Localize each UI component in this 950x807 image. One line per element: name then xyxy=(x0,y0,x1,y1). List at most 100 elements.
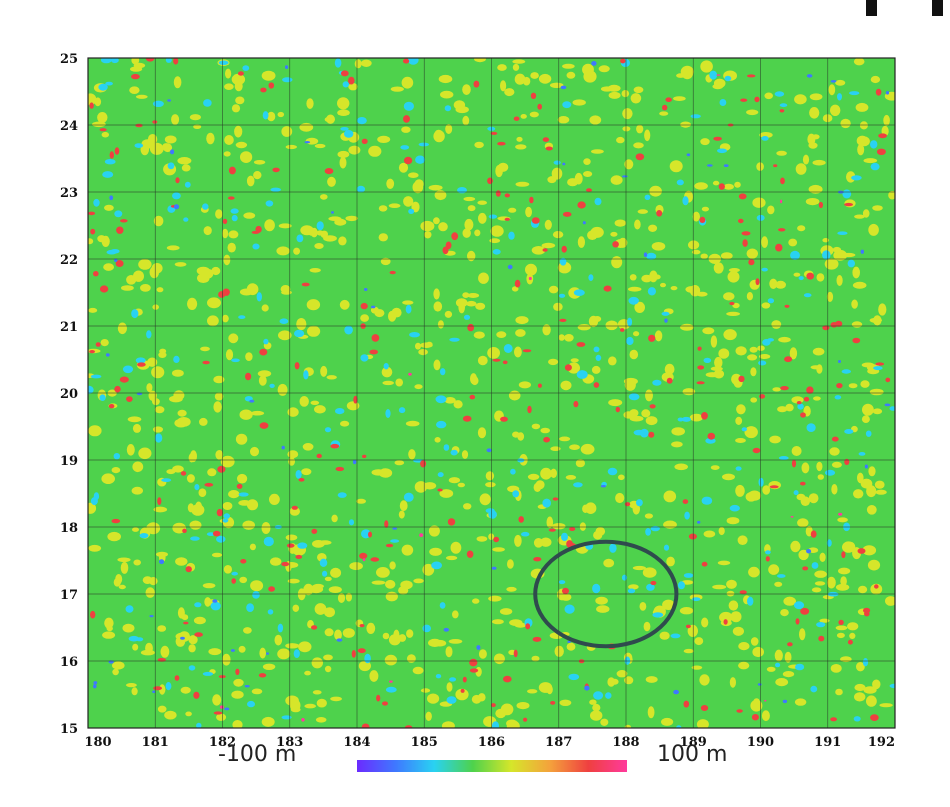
red-anomaly xyxy=(204,482,214,487)
red-anomaly xyxy=(145,58,155,62)
red-anomaly xyxy=(740,98,748,102)
blue-anomaly xyxy=(363,288,368,291)
yellow-anomaly xyxy=(398,510,405,519)
yellow-anomaly xyxy=(643,621,651,632)
cyan-anomaly xyxy=(607,467,618,476)
yellow-anomaly xyxy=(101,131,110,138)
blue-anomaly xyxy=(757,683,762,686)
cyan-anomaly xyxy=(334,58,342,68)
yellow-anomaly xyxy=(817,474,824,480)
yellow-anomaly xyxy=(267,111,276,122)
yellow-anomaly xyxy=(310,400,320,405)
yellow-anomaly xyxy=(574,172,583,185)
red-anomaly xyxy=(830,322,838,328)
yellow-anomaly xyxy=(726,517,740,525)
cyan-anomaly xyxy=(512,490,520,498)
red-anomaly xyxy=(175,177,180,184)
red-anomaly xyxy=(665,97,672,102)
red-anomaly xyxy=(513,649,518,658)
yellow-anomaly xyxy=(377,135,391,143)
yellow-anomaly xyxy=(600,718,609,726)
red-anomaly xyxy=(548,528,556,532)
yellow-anomaly xyxy=(582,504,589,513)
red-anomaly xyxy=(531,217,540,224)
yellow-anomaly xyxy=(253,160,266,165)
red-anomaly xyxy=(852,337,861,344)
blue-anomaly xyxy=(622,175,628,178)
blue-anomaly xyxy=(664,318,668,323)
red-anomaly xyxy=(624,502,631,507)
yellow-anomaly xyxy=(788,238,798,247)
red-anomaly xyxy=(99,128,107,132)
yellow-anomaly xyxy=(512,63,520,71)
yellow-anomaly xyxy=(750,397,758,403)
yellow-anomaly xyxy=(566,71,576,79)
yellow-anomaly xyxy=(330,567,342,578)
red-anomaly xyxy=(126,396,133,402)
yellow-anomaly xyxy=(641,409,651,418)
cyan-anomaly xyxy=(605,692,612,699)
cyan-anomaly xyxy=(652,379,662,386)
yellow-anomaly xyxy=(663,490,677,503)
yellow-anomaly xyxy=(278,330,292,341)
red-anomaly xyxy=(870,714,879,721)
red-anomaly xyxy=(545,146,553,151)
yellow-anomaly xyxy=(496,331,507,338)
yellow-anomaly xyxy=(527,689,538,694)
cyan-anomaly xyxy=(558,293,566,298)
yellow-anomaly xyxy=(853,489,864,499)
cyan-anomaly xyxy=(435,674,442,679)
cyan-anomaly xyxy=(568,673,580,681)
yellow-anomaly xyxy=(645,389,653,402)
cyan-anomaly xyxy=(267,609,274,615)
yellow-anomaly xyxy=(840,118,851,129)
yellow-anomaly xyxy=(213,375,225,384)
yellow-anomaly xyxy=(805,198,820,206)
red-anomaly xyxy=(385,543,394,548)
yellow-anomaly xyxy=(799,628,806,641)
cyan-anomaly xyxy=(837,231,848,235)
yellow-anomaly xyxy=(750,637,759,646)
cyan-anomaly xyxy=(837,93,842,101)
red-anomaly xyxy=(451,232,459,241)
blue-anomaly xyxy=(562,162,566,166)
yellow-anomaly xyxy=(223,254,231,266)
cyan-anomaly xyxy=(627,588,636,594)
yellow-anomaly xyxy=(149,142,164,155)
yellow-anomaly xyxy=(312,690,322,695)
yellow-anomaly xyxy=(558,334,565,341)
red-anomaly xyxy=(831,436,839,442)
pink-anomaly xyxy=(419,533,424,537)
yellow-anomaly xyxy=(464,218,474,231)
yellow-anomaly xyxy=(702,327,715,335)
y-tick-label: 21 xyxy=(60,320,78,335)
yellow-anomaly xyxy=(104,204,114,211)
yellow-anomaly xyxy=(178,631,190,642)
yellow-anomaly xyxy=(824,258,839,270)
yellow-anomaly xyxy=(508,390,521,401)
cyan-anomaly xyxy=(705,437,716,444)
red-anomaly xyxy=(376,694,381,702)
blue-anomaly xyxy=(170,149,175,155)
cyan-anomaly xyxy=(834,395,842,400)
yellow-anomaly xyxy=(713,262,724,274)
yellow-anomaly xyxy=(540,537,552,547)
yellow-anomaly xyxy=(542,324,551,336)
cyan-anomaly xyxy=(573,289,585,297)
yellow-anomaly xyxy=(514,534,522,547)
cyan-anomaly xyxy=(449,677,457,682)
red-anomaly xyxy=(272,167,280,173)
yellow-anomaly xyxy=(727,271,740,283)
red-anomaly xyxy=(114,385,121,393)
cyan-anomaly xyxy=(316,221,324,231)
yellow-anomaly xyxy=(323,654,333,661)
red-anomaly xyxy=(796,401,802,405)
yellow-anomaly xyxy=(669,160,683,173)
yellow-anomaly xyxy=(173,76,182,89)
yellow-anomaly xyxy=(420,220,435,232)
yellow-anomaly xyxy=(616,670,628,678)
yellow-anomaly xyxy=(531,655,540,662)
yellow-anomaly xyxy=(405,420,420,427)
yellow-anomaly xyxy=(172,369,184,377)
red-anomaly xyxy=(699,216,706,223)
